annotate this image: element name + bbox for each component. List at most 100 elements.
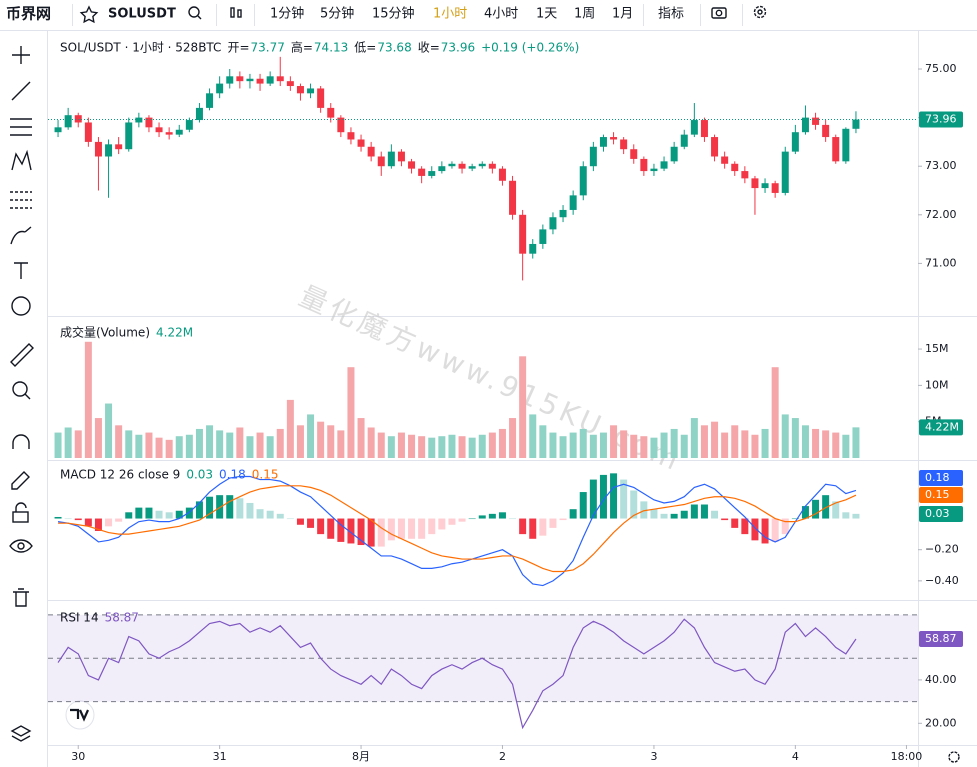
pattern-tool[interactable]	[11, 149, 32, 171]
zoom-tool[interactable]	[12, 381, 28, 397]
volume-bar	[700, 425, 708, 458]
interval-button[interactable]: 1天	[536, 7, 557, 22]
screenshot-icon[interactable]	[711, 7, 727, 19]
volume-bar	[498, 428, 506, 458]
volume-bar	[781, 414, 789, 458]
text-tool[interactable]	[14, 262, 28, 279]
macd-histogram-bar	[387, 518, 395, 541]
volume-bar	[731, 425, 739, 458]
volume-bar	[317, 421, 325, 458]
y-tick-label: −0.40	[925, 574, 959, 587]
lock-tool[interactable]	[12, 511, 29, 523]
macd-histogram-bar	[307, 518, 315, 528]
candle-body	[448, 163, 456, 167]
macd-histogram-bar	[317, 518, 325, 535]
interval-button[interactable]: 1周	[574, 7, 595, 22]
logo[interactable]: 币界网	[6, 5, 51, 23]
volume-bar	[791, 418, 799, 458]
candle-body	[317, 88, 325, 108]
macd-histogram-bar	[498, 512, 506, 519]
macd-histogram-bar	[357, 518, 365, 546]
trendline-tool[interactable]	[11, 81, 31, 101]
volume-last-label: 4.22M	[925, 420, 959, 433]
chart-type-icon[interactable]	[230, 7, 242, 18]
macd-value: 0.18	[219, 468, 246, 482]
interval-button[interactable]: 1小时	[433, 7, 467, 22]
candle-body	[165, 132, 173, 135]
lock-drawing-tool[interactable]	[11, 471, 30, 490]
settings-icon[interactable]	[753, 5, 767, 19]
signal-last-label-bg	[919, 487, 963, 503]
object-tree[interactable]	[10, 725, 32, 742]
candle-body	[498, 168, 506, 181]
macd-histogram-bar	[569, 509, 577, 519]
macd-histogram-bar	[105, 518, 113, 527]
price-change: +0.19 (+0.26%)	[481, 41, 579, 55]
macd-histogram-bar	[620, 479, 628, 519]
candle-body	[690, 120, 698, 135]
candle-body	[418, 168, 426, 176]
x-tick-label: 18:00	[891, 750, 923, 763]
interval-button[interactable]: 1月	[612, 7, 633, 22]
interval-group: 1分钟 5分钟 15分钟 1小时 4小时 1天 1周 1月	[270, 6, 633, 22]
macd-histogram-bar	[448, 518, 456, 525]
macd-histogram-bar	[115, 518, 123, 522]
candle-body	[125, 122, 133, 150]
volume-bar	[165, 439, 173, 458]
delete-tool[interactable]	[13, 588, 29, 607]
axis-settings-icon[interactable]	[948, 751, 960, 763]
volume-bar	[377, 432, 385, 458]
interval-button[interactable]: 5分钟	[320, 6, 354, 22]
volume-last-label-bg	[919, 419, 963, 436]
gear	[753, 5, 767, 19]
y-tick-label: 20.00	[925, 716, 957, 729]
signal-last-label: 0.15	[925, 488, 950, 501]
candle-body	[488, 163, 496, 169]
candle-body	[721, 156, 729, 164]
candle-body	[84, 122, 92, 142]
ruler-tool[interactable]	[10, 343, 34, 367]
indicators-button[interactable]: 指标	[658, 7, 684, 22]
crosshair-tool[interactable]	[12, 46, 30, 64]
macd-histogram-bar	[630, 490, 638, 519]
macd-histogram-bar	[529, 518, 537, 539]
macd-histogram-bar	[135, 507, 143, 519]
volume-bar	[801, 425, 809, 458]
macd-histogram-bar	[347, 518, 355, 544]
macd-histogram-bar	[842, 512, 850, 519]
interval-button[interactable]: 15分钟	[372, 6, 415, 22]
magnet-tool[interactable]	[12, 434, 30, 449]
ohlc-label: 高=	[291, 40, 313, 55]
brush-tool[interactable]	[10, 226, 32, 245]
macd-histogram-bar	[94, 518, 102, 531]
macd-histogram-bar	[468, 518, 476, 520]
ohlc-value: 73.77	[251, 41, 285, 55]
candle-body	[559, 209, 567, 218]
macd-histogram-bar	[74, 518, 82, 521]
emoji-tool[interactable]	[11, 296, 31, 316]
symbol[interactable]: SOLUSDT	[108, 7, 176, 22]
candle-body	[761, 183, 769, 189]
rsi-last-label-bg	[919, 630, 963, 647]
favorite-icon[interactable]	[79, 5, 99, 24]
lines-tool[interactable]	[10, 118, 32, 136]
interval-button[interactable]: 1分钟	[270, 6, 304, 22]
x-tick-label: 30	[71, 750, 85, 763]
candle-body	[680, 134, 688, 147]
macd-histogram-bar	[206, 496, 214, 519]
visibility-tool[interactable]	[9, 539, 33, 553]
volume-bar	[842, 434, 850, 458]
volume-bar	[579, 428, 587, 458]
interval-button[interactable]: 4小时	[484, 7, 518, 22]
macd-histogram-bar	[337, 518, 345, 542]
candle-body	[579, 166, 587, 196]
search-icon[interactable]	[188, 6, 200, 18]
volume-bar	[216, 430, 224, 458]
fib-tool[interactable]	[10, 191, 32, 209]
volume-bar	[458, 436, 466, 458]
volume-bar	[185, 434, 193, 458]
candle-icon	[230, 7, 235, 18]
candle-body	[94, 141, 102, 157]
